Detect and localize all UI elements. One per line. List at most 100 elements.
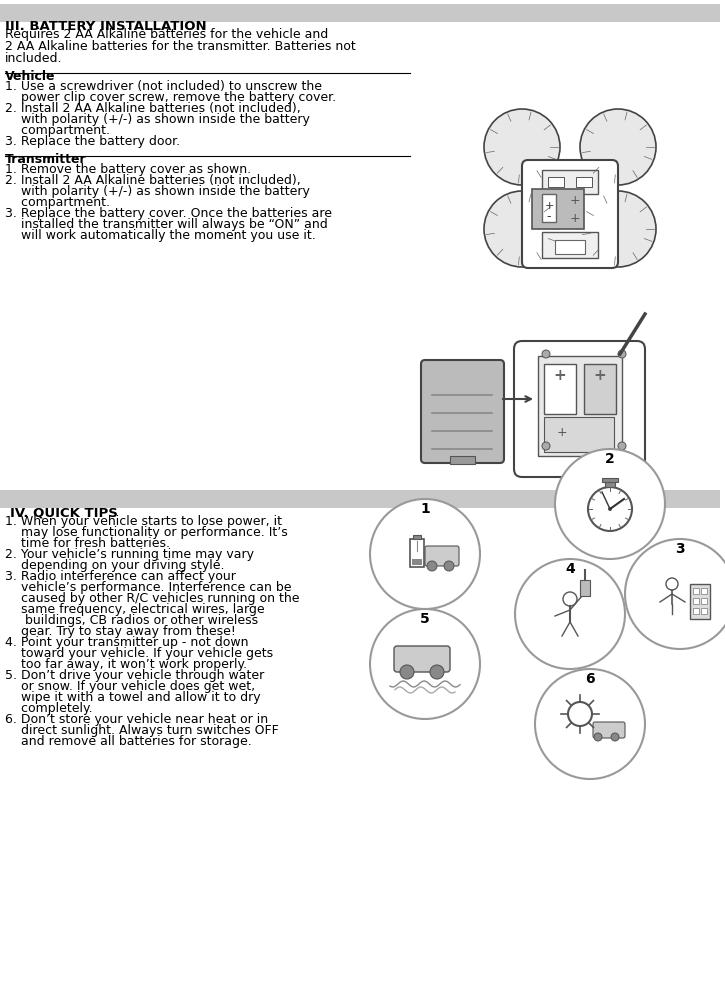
Bar: [542, 232, 598, 258]
Text: with polarity (+/-) as shown inside the battery: with polarity (+/-) as shown inside the …: [5, 185, 310, 198]
Text: 2. Your vehicle’s running time may vary: 2. Your vehicle’s running time may vary: [5, 548, 254, 561]
Text: 1. Use a screwdriver (not included) to unscrew the: 1. Use a screwdriver (not included) to u…: [5, 80, 322, 93]
Text: 3. Replace the battery cover. Once the batteries are: 3. Replace the battery cover. Once the b…: [5, 207, 332, 220]
Bar: [542, 194, 556, 222]
Bar: [544, 417, 614, 452]
Text: -: -: [547, 211, 551, 224]
Circle shape: [444, 561, 454, 571]
Text: will work automatically the moment you use it.: will work automatically the moment you u…: [5, 229, 316, 242]
Circle shape: [427, 561, 437, 571]
Circle shape: [611, 733, 619, 741]
Circle shape: [515, 559, 625, 669]
Circle shape: [588, 487, 632, 531]
Bar: [413, 535, 421, 539]
Text: completely.: completely.: [5, 702, 93, 715]
Circle shape: [563, 592, 577, 606]
Text: 2. Install 2 AA Alkaline batteries (not included),: 2. Install 2 AA Alkaline batteries (not …: [5, 102, 301, 115]
Bar: [584, 364, 616, 414]
Text: may lose functionality or performance. It’s: may lose functionality or performance. I…: [5, 526, 288, 539]
Text: Transmitter: Transmitter: [5, 153, 86, 166]
Text: time for fresh batteries.: time for fresh batteries.: [5, 537, 170, 550]
Text: with polarity (+/-) as shown inside the battery: with polarity (+/-) as shown inside the …: [5, 113, 310, 126]
Bar: [548, 177, 564, 187]
Text: installed the transmitter will always be “ON” and: installed the transmitter will always be…: [5, 218, 328, 231]
Text: 3. Replace the battery door.: 3. Replace the battery door.: [5, 135, 180, 148]
FancyBboxPatch shape: [593, 722, 625, 738]
Text: included.: included.: [5, 52, 62, 65]
Text: 2: 2: [605, 452, 615, 466]
Text: +: +: [570, 194, 580, 207]
Bar: [605, 481, 615, 487]
Text: 4: 4: [565, 562, 575, 576]
Text: caused by other R/C vehicles running on the: caused by other R/C vehicles running on …: [5, 592, 299, 605]
Text: 5: 5: [420, 612, 430, 626]
Text: 4. Point your transmitter up - not down: 4. Point your transmitter up - not down: [5, 636, 249, 649]
Text: 6: 6: [585, 672, 594, 686]
Text: +: +: [594, 369, 606, 384]
Text: +: +: [554, 369, 566, 384]
Text: and remove all batteries for storage.: and remove all batteries for storage.: [5, 735, 252, 748]
Circle shape: [580, 109, 656, 185]
Text: 3: 3: [675, 542, 685, 556]
Bar: [0, 4, 720, 22]
Text: Vehicle: Vehicle: [5, 70, 56, 83]
Circle shape: [542, 350, 550, 358]
Text: toward your vehicle. If your vehicle gets: toward your vehicle. If your vehicle get…: [5, 647, 273, 660]
Circle shape: [484, 191, 560, 267]
Text: power clip cover screw, remove the battery cover.: power clip cover screw, remove the batte…: [5, 91, 336, 104]
Text: 5. Don’t drive your vehicle through water: 5. Don’t drive your vehicle through wate…: [5, 669, 264, 682]
Text: compartment.: compartment.: [5, 196, 110, 209]
Text: direct sunlight. Always turn switches OFF: direct sunlight. Always turn switches OF…: [5, 724, 278, 737]
Circle shape: [594, 733, 602, 741]
Bar: [580, 580, 590, 596]
FancyBboxPatch shape: [421, 360, 504, 463]
Bar: [538, 356, 622, 456]
Text: 2. Install 2 AA Alkaline batteries (not included),: 2. Install 2 AA Alkaline batteries (not …: [5, 174, 301, 187]
Circle shape: [555, 449, 665, 559]
Text: 1: 1: [420, 502, 430, 516]
Circle shape: [400, 665, 414, 679]
Bar: [0, 490, 720, 508]
Bar: [693, 598, 699, 604]
Circle shape: [484, 109, 560, 185]
Text: depending on your driving style.: depending on your driving style.: [5, 559, 225, 572]
Bar: [693, 588, 699, 594]
Text: wipe it with a towel and allow it to dry: wipe it with a towel and allow it to dry: [5, 691, 260, 704]
Text: or snow. If your vehicle does get wet,: or snow. If your vehicle does get wet,: [5, 680, 255, 693]
Bar: [555, 240, 585, 254]
Circle shape: [568, 702, 592, 726]
Circle shape: [608, 507, 612, 511]
Bar: [576, 177, 592, 187]
Bar: [602, 478, 618, 482]
Text: gear. Try to stay away from these!: gear. Try to stay away from these!: [5, 625, 236, 638]
Circle shape: [370, 499, 480, 609]
Bar: [690, 584, 710, 619]
Text: IV. QUICK TIPS: IV. QUICK TIPS: [10, 506, 118, 519]
Text: vehicle’s performance. Interference can be: vehicle’s performance. Interference can …: [5, 581, 291, 594]
FancyBboxPatch shape: [514, 341, 645, 477]
Text: Requires 2 AA Alkaline batteries for the vehicle and: Requires 2 AA Alkaline batteries for the…: [5, 28, 328, 41]
Circle shape: [535, 669, 645, 779]
Bar: [410, 539, 424, 567]
Circle shape: [618, 442, 626, 450]
Text: compartment.: compartment.: [5, 124, 110, 137]
Bar: [544, 364, 576, 414]
Text: +: +: [544, 201, 554, 211]
Bar: [450, 456, 475, 464]
Circle shape: [370, 609, 480, 719]
FancyBboxPatch shape: [425, 546, 459, 566]
Text: +: +: [570, 213, 580, 226]
Circle shape: [666, 578, 678, 590]
Text: 2 AA Alkaline batteries for the transmitter. Batteries not: 2 AA Alkaline batteries for the transmit…: [5, 40, 356, 53]
Bar: [701, 588, 707, 594]
Text: too far away, it won’t work properly.: too far away, it won’t work properly.: [5, 658, 247, 671]
Text: 1. Remove the battery cover as shown.: 1. Remove the battery cover as shown.: [5, 163, 251, 176]
Circle shape: [618, 350, 626, 358]
Bar: [693, 608, 699, 614]
Bar: [701, 608, 707, 614]
Circle shape: [542, 442, 550, 450]
Text: buildings, CB radios or other wireless: buildings, CB radios or other wireless: [5, 614, 258, 627]
FancyBboxPatch shape: [522, 160, 618, 268]
Bar: [532, 189, 584, 229]
Text: same frequency, electrical wires, large: same frequency, electrical wires, large: [5, 603, 265, 616]
